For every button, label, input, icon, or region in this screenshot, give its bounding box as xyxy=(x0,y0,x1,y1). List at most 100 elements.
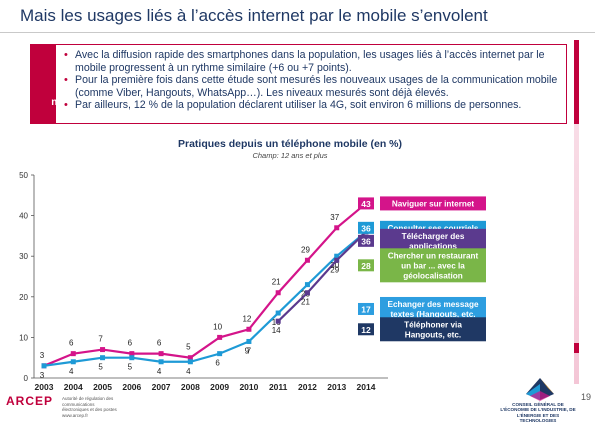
data-label: 21 xyxy=(301,298,310,307)
side-marker xyxy=(574,343,579,353)
data-point xyxy=(217,334,223,340)
x-tick-label: 2003 xyxy=(35,382,54,392)
data-point xyxy=(129,351,135,357)
legend-value-badge xyxy=(358,234,374,247)
legend-label-text: géolocalisation xyxy=(403,271,463,280)
legend-label-text: Echanger des message xyxy=(387,300,478,309)
data-point xyxy=(334,257,340,263)
usage-line-chart: Pratiques depuis un téléphone mobile (en… xyxy=(19,138,486,392)
legend-label-box xyxy=(380,248,486,283)
arcep-tagline: Autorité de régulation des communication… xyxy=(62,396,122,418)
data-label: 9 xyxy=(245,346,250,355)
legend-value-badge xyxy=(358,221,374,234)
data-label: 3 xyxy=(40,371,45,380)
data-point xyxy=(217,351,223,357)
x-tick-label: 2013 xyxy=(327,382,346,392)
y-tick-label: 10 xyxy=(19,333,28,342)
legend-value-badge xyxy=(358,302,374,315)
legend-label-text: un bar ... avec la xyxy=(401,261,465,270)
y-tick-label: 0 xyxy=(24,374,29,383)
data-point xyxy=(100,347,106,353)
data-point xyxy=(304,257,310,263)
data-point xyxy=(246,326,252,332)
data-label: 6 xyxy=(69,339,74,348)
accent-strip xyxy=(574,40,579,124)
y-tick-label: 50 xyxy=(19,171,28,180)
data-label: 6 xyxy=(128,339,133,348)
data-point xyxy=(275,310,281,316)
intro-bullet-text: Par ailleurs, 12 % de la population décl… xyxy=(75,99,522,112)
data-point xyxy=(304,282,310,288)
intro-box: Usages du mobile • Avec la diffusion rapid… xyxy=(30,44,567,124)
legend-value-text: 17 xyxy=(361,304,371,314)
series-line xyxy=(43,202,367,367)
legend-label-box xyxy=(380,317,486,342)
page-number: 19 xyxy=(581,392,592,402)
bullet-dot-icon: • xyxy=(64,74,68,87)
intro-bullet-text: Avec la diffusion rapide des smartphones… xyxy=(75,49,545,74)
data-label: 21 xyxy=(272,278,281,287)
data-label: 37 xyxy=(330,213,339,222)
data-label: 5 xyxy=(128,363,133,372)
x-tick-label: 2011 xyxy=(269,382,288,392)
cge-logo-icon xyxy=(526,378,554,401)
data-label: 4 xyxy=(157,367,162,376)
legend-label-text: Consulter ses courriels xyxy=(387,224,478,233)
data-label: 7 xyxy=(247,347,252,356)
data-point xyxy=(158,351,164,357)
data-point xyxy=(158,359,164,365)
legend-value-badge xyxy=(358,323,374,336)
x-tick-label: 2006 xyxy=(122,382,141,392)
data-label: 14 xyxy=(272,326,281,335)
side-band xyxy=(574,124,579,384)
x-tick-label: 2007 xyxy=(152,382,171,392)
chart-title: Pratiques depuis un téléphone mobile (en… xyxy=(178,138,402,150)
x-tick-label: 2012 xyxy=(298,382,317,392)
data-label: 4 xyxy=(186,367,191,376)
x-tick-label: 2010 xyxy=(239,382,258,392)
data-label: 29 xyxy=(301,245,310,254)
legend-label-text: Naviguer sur internet xyxy=(392,199,475,208)
intro-bullet-text: Pour la première fois dans cette étude s… xyxy=(75,74,558,99)
bullet-dot-icon: • xyxy=(64,49,68,61)
legend-value-text: 12 xyxy=(361,325,371,335)
legend-value-text: 28 xyxy=(361,261,371,271)
intro-bullet: • Avec la diffusion rapide des smartphone… xyxy=(64,49,560,74)
intro-bullet-list: • Avec la diffusion rapide des smartphone… xyxy=(64,49,560,112)
data-point xyxy=(70,351,76,357)
intro-bullet: • Pour la première fois dans cette étude … xyxy=(64,74,560,99)
data-label: 5 xyxy=(98,363,103,372)
legend-value-badge xyxy=(358,197,374,210)
data-label: 30 xyxy=(330,261,339,270)
y-tick-label: 30 xyxy=(19,252,28,261)
data-label: 5 xyxy=(186,343,191,352)
data-label: 4 xyxy=(69,367,74,376)
data-point xyxy=(70,359,76,365)
y-tick-label: 20 xyxy=(19,293,28,302)
data-point xyxy=(187,355,193,361)
data-point xyxy=(334,225,340,231)
arcep-tagline-text: Autorité de régulation des communication… xyxy=(62,396,117,412)
legend-label-text: Téléphoner via xyxy=(404,320,462,329)
intro-bullet: • Par ailleurs, 12 % de la population déc… xyxy=(64,99,560,112)
data-label: 7 xyxy=(98,335,103,344)
data-label: 29 xyxy=(330,265,339,274)
legend-label-text: Télécharger des xyxy=(402,232,465,241)
x-tick-label: 2008 xyxy=(181,382,200,392)
series-line xyxy=(277,231,367,322)
legend-layer: 43 Naviguer sur internet 36 Consulter ses c… xyxy=(358,196,486,342)
data-point xyxy=(100,355,106,361)
data-label: 6 xyxy=(157,339,162,348)
y-ticks: 0 10 20 30 40 50 xyxy=(19,171,34,383)
x-tick-label: 2004 xyxy=(64,382,83,392)
x-ticks: 2003 2004 2005 2006 2007 2008 2009 2010 2011 2012… xyxy=(35,382,376,392)
data-point xyxy=(187,359,193,365)
legend-label-text: applications xyxy=(409,242,457,251)
data-label: 6 xyxy=(215,359,220,368)
arcep-logo: ARCEP xyxy=(6,394,54,408)
data-point xyxy=(275,318,281,324)
legend-value-text: 36 xyxy=(361,223,371,233)
legend-value-text: 43 xyxy=(361,199,371,209)
slide-title: Mais les usages liés à l’accès internet … xyxy=(20,6,488,25)
data-point xyxy=(334,253,340,259)
